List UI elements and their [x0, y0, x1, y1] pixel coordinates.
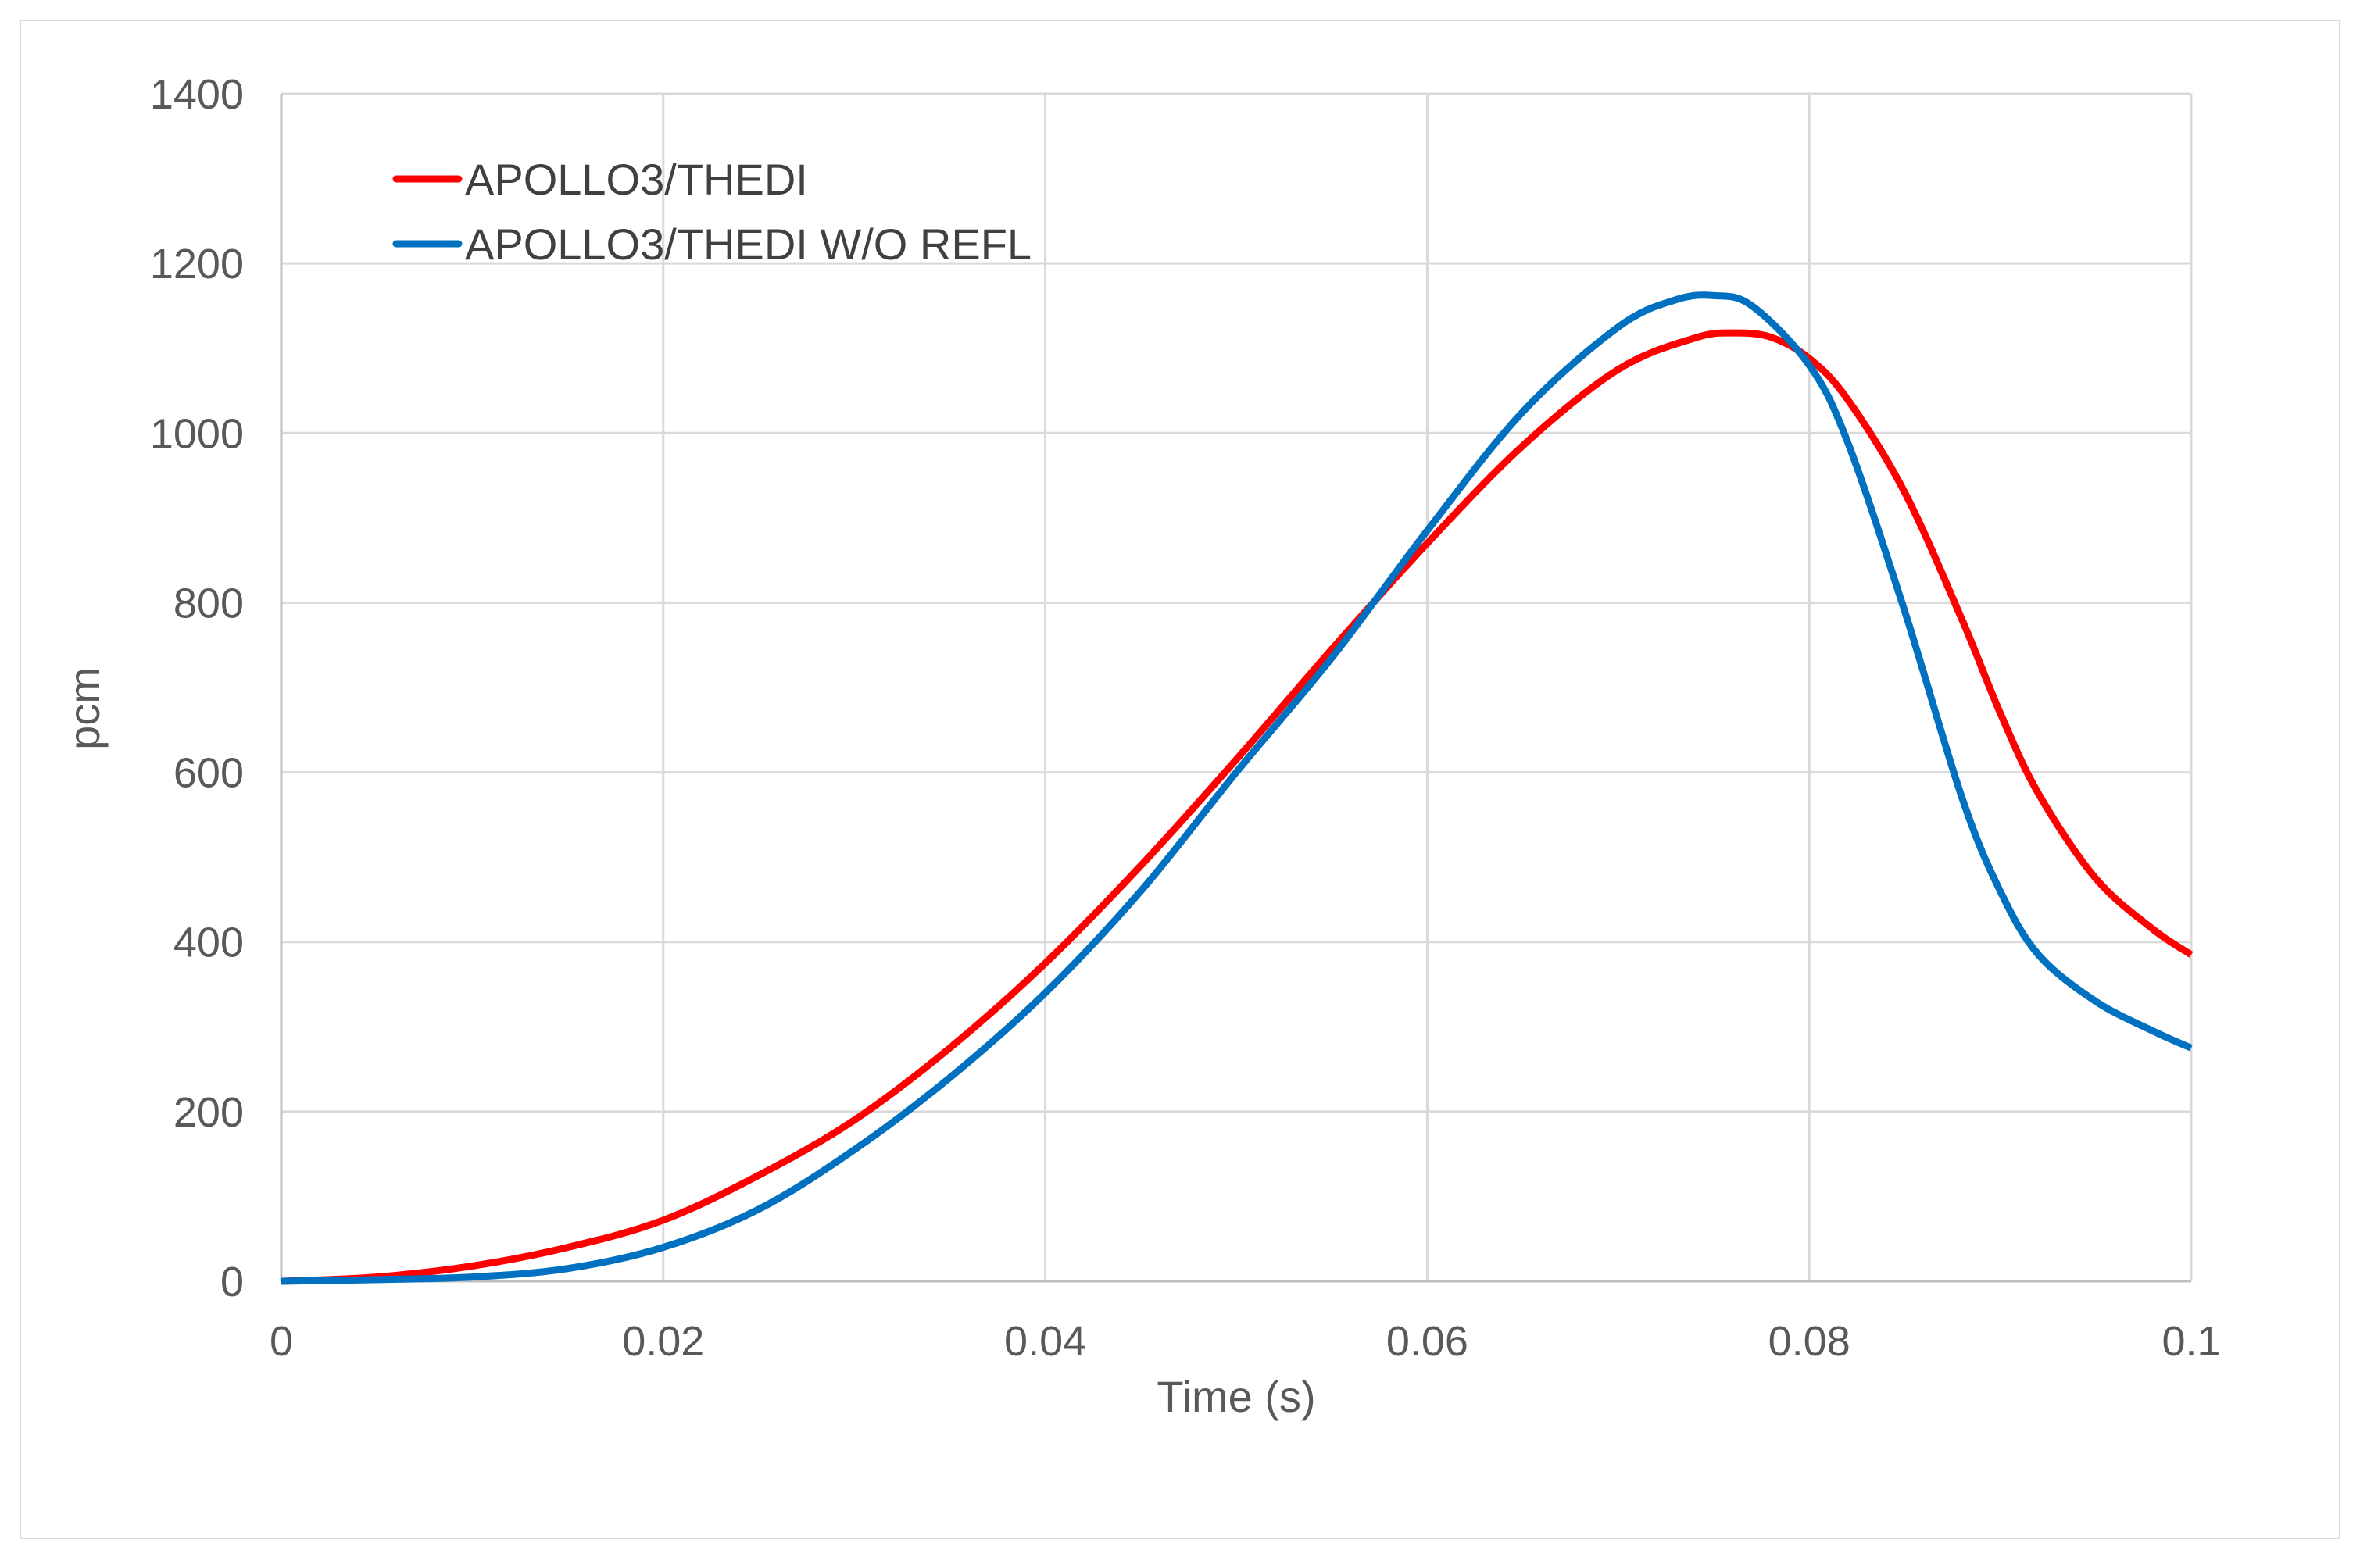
x-tick-label: 0.1 [2162, 1318, 2220, 1365]
y-tick-label: 800 [173, 580, 244, 627]
y-tick-label: 1200 [150, 241, 244, 288]
x-axis-title: Time (s) [1157, 1372, 1315, 1421]
y-tick-label: 600 [173, 750, 244, 797]
line-chart: 0 200 400 600 800 1000 1200 1400 0 0.02 0.04 0.06 0.… [59, 71, 2221, 1421]
series-lines [281, 291, 2194, 1285]
chart-frame: 0 200 400 600 800 1000 1200 1400 0 0.02 0.04 0.06 0.… [20, 20, 2340, 1539]
y-tick-label: 0 [220, 1259, 244, 1305]
legend-label-apollo3-thedi-wo-refl: APOLLO3/THEDI W/O REFL [465, 220, 1032, 269]
series-line-apollo3-thedi-wo-refl [281, 291, 2193, 1285]
tick-labels: 0 200 400 600 800 1000 1200 1400 0 0.02 0.04 0.06 0.… [150, 71, 2221, 1365]
legend: APOLLO3/THEDI APOLLO3/THEDI W/O REFL [392, 155, 1032, 269]
grid-lines [281, 92, 2193, 1281]
y-tick-label: 400 [173, 920, 244, 966]
x-tick-label: 0.08 [1768, 1318, 1850, 1365]
y-tick-label: 1000 [150, 410, 244, 457]
x-tick-label: 0.02 [622, 1318, 704, 1365]
axes [280, 94, 2191, 1283]
x-tick-label: 0.04 [1004, 1318, 1086, 1365]
y-tick-label: 200 [173, 1089, 244, 1136]
x-tick-label: 0 [270, 1318, 293, 1365]
legend-label-apollo3-thedi: APOLLO3/THEDI [465, 155, 808, 204]
x-tick-label: 0.06 [1386, 1318, 1468, 1365]
y-axis-title: pcm [59, 667, 109, 750]
series-line-apollo3-thedi [281, 329, 2194, 1285]
y-tick-label: 1400 [150, 71, 244, 118]
